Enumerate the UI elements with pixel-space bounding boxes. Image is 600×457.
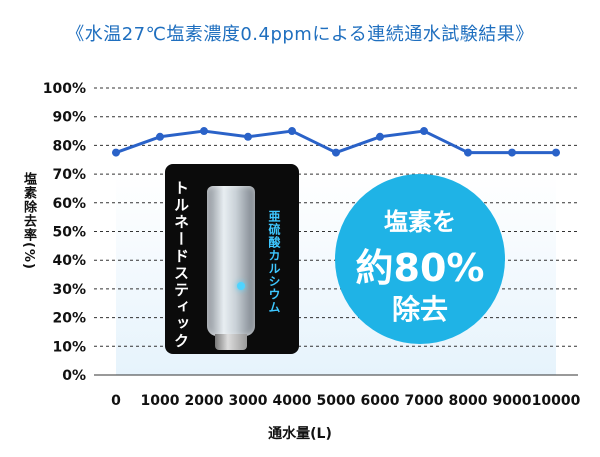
y-tick-label: 10% xyxy=(52,339,86,355)
badge-line-2: 約80% xyxy=(355,246,485,290)
data-point xyxy=(508,148,516,157)
x-tick-label: 9000 xyxy=(493,393,532,409)
y-tick-label: 80% xyxy=(52,138,86,154)
y-tick-label: 20% xyxy=(52,311,86,327)
y-tick-label: 60% xyxy=(52,196,86,212)
data-point xyxy=(288,127,296,136)
result-badge: 塩素を 約80% 除去 xyxy=(335,174,505,344)
badge-line-1: 塩素を xyxy=(384,208,456,236)
y-tick-label: 100% xyxy=(43,81,86,97)
data-point xyxy=(464,148,472,157)
x-tick-label: 2000 xyxy=(185,393,224,409)
y-axis-label: 塩素除去率(%) xyxy=(21,172,36,270)
x-axis-label: 通水量(L) xyxy=(268,426,332,442)
y-tick-label: 50% xyxy=(52,225,86,241)
product-image-card: トルネードスティック 亜硫酸カルシウム xyxy=(165,164,299,354)
data-point xyxy=(156,132,164,141)
data-point xyxy=(420,127,428,136)
data-point xyxy=(244,132,252,141)
badge-line-3: 除去 xyxy=(391,293,448,326)
media-indicator-dot xyxy=(237,282,245,290)
product-name: トルネードスティック xyxy=(172,180,190,350)
x-tick-label: 0 xyxy=(111,393,121,409)
x-tick-label: 4000 xyxy=(273,393,312,409)
x-tick-label: 5000 xyxy=(317,393,356,409)
data-point xyxy=(552,148,560,157)
y-tick-label: 40% xyxy=(52,253,86,269)
x-tick-label: 8000 xyxy=(449,393,488,409)
y-tick-label: 0% xyxy=(62,368,86,384)
x-tick-label: 6000 xyxy=(361,393,400,409)
y-tick-label: 90% xyxy=(52,110,86,126)
y-tick-label: 70% xyxy=(52,167,86,183)
x-tick-label: 1000 xyxy=(141,393,180,409)
x-tick-label: 10000 xyxy=(532,393,581,409)
media-label: 亜硫酸カルシウム xyxy=(267,210,281,314)
filter-cartridge-image xyxy=(207,186,255,350)
x-tick-label: 7000 xyxy=(405,393,444,409)
x-tick-label: 3000 xyxy=(229,393,268,409)
data-point xyxy=(332,148,340,157)
data-point xyxy=(376,132,384,141)
data-point xyxy=(200,127,208,136)
data-point xyxy=(112,148,120,157)
chart-title: 《水温27℃塩素濃度0.4ppmによる連続通水試験結果》 xyxy=(66,24,534,45)
y-tick-label: 30% xyxy=(52,282,86,298)
